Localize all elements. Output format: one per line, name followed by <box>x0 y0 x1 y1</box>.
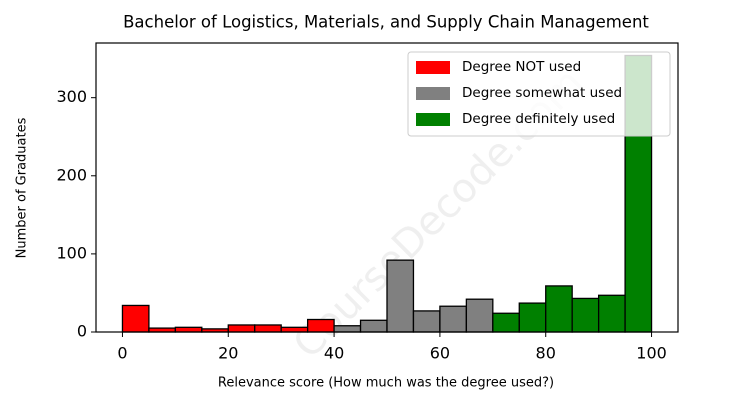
bar <box>439 305 468 333</box>
legend-swatch <box>416 113 450 126</box>
x-tick-label: 40 <box>324 344 344 363</box>
bar <box>306 318 335 333</box>
chart-title: Bachelor of Logistics, Materials, and Su… <box>123 13 649 32</box>
legend-box <box>407 51 671 137</box>
bar <box>412 310 441 333</box>
bar <box>386 259 415 333</box>
x-tick-label: 100 <box>636 344 667 363</box>
plot-frame <box>95 42 679 333</box>
bar <box>545 285 573 333</box>
y-tick-label: 100 <box>56 243 87 262</box>
legend-label: Degree somewhat used <box>462 85 622 101</box>
bar <box>492 312 520 333</box>
legend-label: Degree definitely used <box>462 111 615 127</box>
y-tick-label: 0 <box>77 322 87 341</box>
legend-swatch <box>416 87 450 100</box>
bar <box>174 326 203 333</box>
y-tick-label: 300 <box>56 87 87 106</box>
x-axis-label: Relevance score (How much was the degree… <box>218 376 554 391</box>
bar <box>597 294 626 333</box>
bar <box>280 326 309 333</box>
bar <box>359 319 388 333</box>
x-tick-label: 60 <box>430 344 450 363</box>
bar <box>254 324 282 333</box>
y-axis-label: Number of Graduates <box>15 117 30 258</box>
legend-label: Degree NOT used <box>462 59 581 75</box>
bar <box>227 324 256 333</box>
bar <box>571 297 600 333</box>
x-tick-label: 0 <box>117 344 127 363</box>
x-tick-label: 20 <box>218 344 238 363</box>
legend-swatch <box>416 61 450 74</box>
y-tick-label: 200 <box>56 165 87 184</box>
bar <box>465 298 494 333</box>
x-tick-label: 80 <box>536 344 556 363</box>
bar <box>518 302 547 333</box>
bar <box>333 325 362 333</box>
bar <box>121 304 150 333</box>
